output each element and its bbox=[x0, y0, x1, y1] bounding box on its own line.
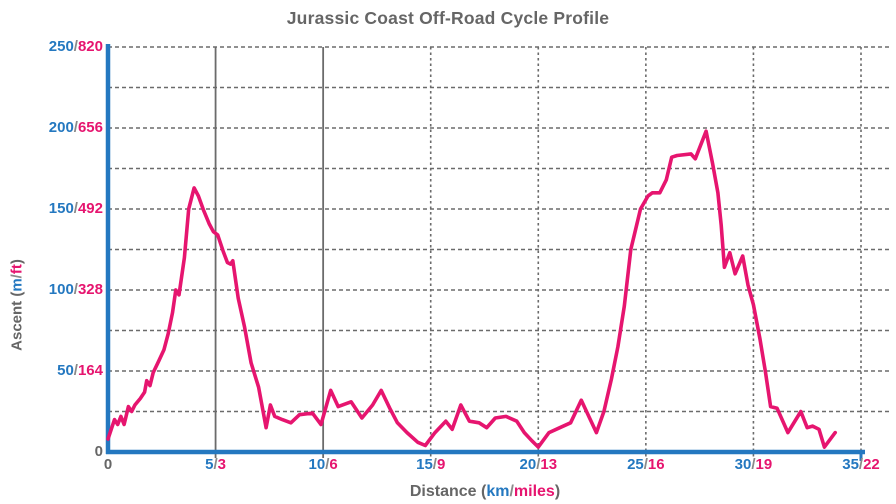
y-axis-title-metric: m bbox=[8, 278, 26, 292]
elevation-line bbox=[106, 129, 837, 449]
x-axis-title-slash: / bbox=[509, 483, 514, 500]
x-tick-label: 10/6 bbox=[308, 456, 338, 473]
chart-title: Jurassic Coast Off-Road Cycle Profile bbox=[286, 8, 610, 28]
y-axis-title: Ascent (m/ft) bbox=[9, 259, 26, 351]
x-tick-label: 30/19 bbox=[734, 456, 773, 473]
y-tick-label: 50/164 bbox=[57, 362, 103, 379]
y-tick-label: 150/492 bbox=[48, 200, 103, 217]
y-tick-label: 250/820 bbox=[48, 38, 103, 55]
x-axis-title-metric: km bbox=[486, 483, 510, 500]
y-axis-title-slash: / bbox=[8, 274, 26, 279]
x-axis-title: Distance (km/miles) bbox=[410, 483, 560, 501]
y-tick-label: 200/656 bbox=[48, 119, 103, 136]
x-tick-label: 25/16 bbox=[627, 456, 665, 473]
x-tick-label: 15/9 bbox=[416, 456, 446, 473]
y-axis-title-suffix: ) bbox=[8, 259, 26, 265]
y-axis-title-prefix: Ascent ( bbox=[8, 291, 26, 351]
x-axis-title-prefix: Distance ( bbox=[409, 483, 487, 500]
y-axis-title-imperial: ft bbox=[8, 264, 26, 275]
x-tick-label: 20/13 bbox=[519, 456, 558, 473]
y-tick-label: 100/328 bbox=[48, 281, 103, 298]
x-axis-title-imperial: miles bbox=[513, 483, 555, 500]
x-tick-label: 35/22 bbox=[842, 456, 880, 473]
x-tick-label: 5/3 bbox=[205, 456, 226, 473]
x-axis-title-suffix: ) bbox=[554, 483, 561, 500]
y-tick-label: 0 bbox=[94, 443, 103, 460]
x-tick-label: 0 bbox=[103, 456, 113, 473]
